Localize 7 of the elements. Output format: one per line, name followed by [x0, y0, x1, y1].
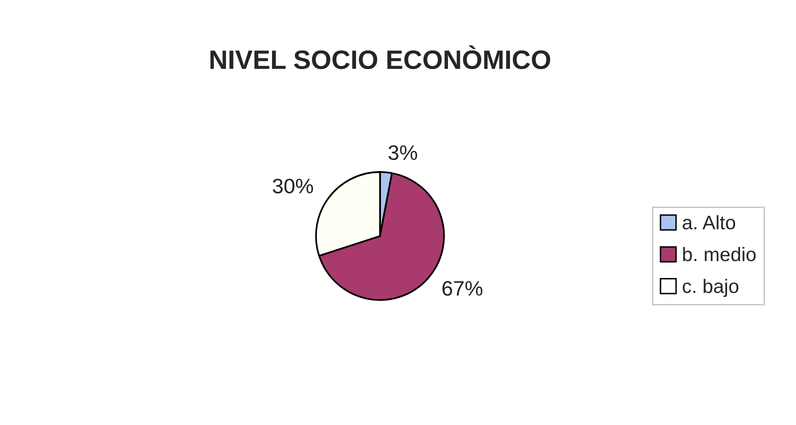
legend-label: b. medio: [683, 246, 756, 262]
chart-title: NIVEL SOCIO ECONÒMICO: [210, 45, 550, 70]
legend-label: c. bajo: [682, 278, 738, 297]
data-label: 30%: [272, 178, 313, 194]
data-label: 3%: [388, 145, 418, 160]
data-label: 67%: [442, 281, 482, 296]
legend-label: a. Alto: [682, 215, 736, 230]
